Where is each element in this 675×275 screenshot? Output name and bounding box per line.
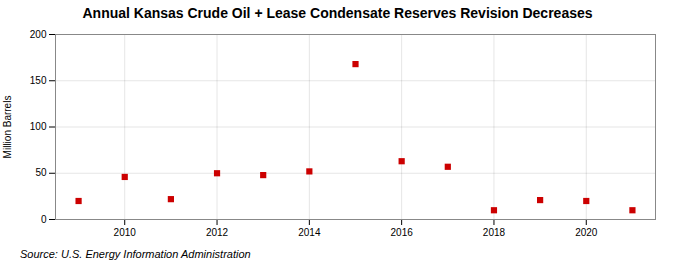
svg-text:100: 100 (30, 121, 47, 132)
svg-text:50: 50 (35, 167, 47, 178)
html-text:Annual Kansas Crude Oil + Leas: Annual Kansas Crude Oil + Lease Condensa… (82, 5, 593, 21)
svg-text:2016: 2016 (391, 227, 414, 238)
svg-text:150: 150 (30, 75, 47, 86)
svg-text:2012: 2012 (206, 227, 229, 238)
svg-text:2018: 2018 (483, 227, 506, 238)
html-text:Source: U.S. Energy Informatio: Source: U.S. Energy Information Administ… (20, 248, 251, 260)
svg-text:2020: 2020 (575, 227, 598, 238)
svg-text:Million Barrels: Million Barrels (2, 96, 13, 159)
svg-text:200: 200 (30, 29, 47, 40)
svg-text:2014: 2014 (298, 227, 321, 238)
svg-text:0: 0 (41, 214, 47, 225)
svg-text:2010: 2010 (114, 227, 137, 238)
